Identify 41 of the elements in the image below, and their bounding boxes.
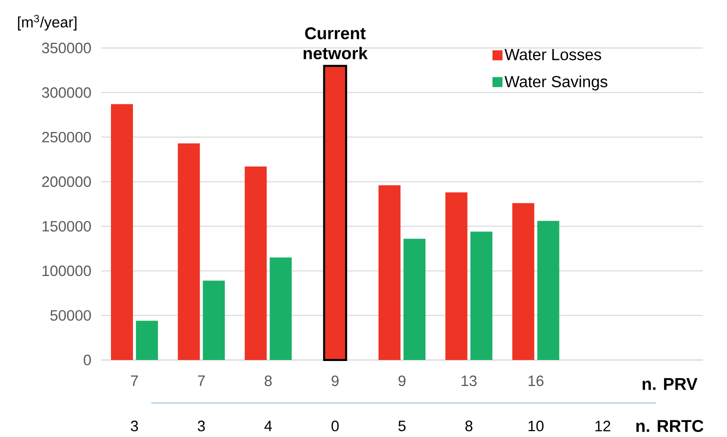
bar <box>404 238 426 360</box>
x-tick-label: 16 <box>528 376 544 386</box>
x-tick-label: 9 <box>332 376 339 386</box>
text: 12 <box>595 420 610 432</box>
y-tick-label: 100000 <box>42 266 91 276</box>
text: 4 <box>264 420 272 432</box>
y-tick-label: 200000 <box>42 176 91 188</box>
bar <box>202 280 225 360</box>
text: 8 <box>465 420 472 432</box>
x-tick-label: 13 <box>462 376 477 386</box>
x-tick-label: 8 <box>264 376 272 386</box>
bar <box>110 104 133 360</box>
bar <box>512 203 534 360</box>
annotation: Current network <box>304 27 368 60</box>
y-tick-label: 150000 <box>42 220 91 232</box>
text: 3 <box>130 420 138 432</box>
bar <box>136 320 158 360</box>
x-tick-label: 7 <box>198 376 205 386</box>
legend-label: Water Savings <box>504 76 608 90</box>
text: 5 <box>398 420 406 432</box>
legend-label: Water Losses <box>504 49 602 60</box>
y-tick-label: 250000 <box>42 132 91 142</box>
y-tick-label: 300000 <box>42 87 91 98</box>
bar <box>537 220 560 360</box>
x-axis-title: n. PRV <box>642 378 698 390</box>
text: n. RRTC <box>636 420 704 432</box>
text: 10 <box>528 420 544 432</box>
bar <box>244 166 267 360</box>
bar <box>470 232 492 360</box>
y-tick-label: 50000 <box>50 310 91 321</box>
y-tick-label: 0 <box>84 354 91 366</box>
y-axis-title: [m$^{3}$/year] <box>18 14 76 30</box>
bar <box>270 257 292 360</box>
x-tick-label: 7 <box>131 376 138 386</box>
bar <box>378 185 401 360</box>
text: 3 <box>198 420 205 432</box>
bar <box>445 192 468 360</box>
text: 0 <box>332 420 339 432</box>
y-tick-label: 350000 <box>42 42 91 54</box>
x-tick-label: 9 <box>398 376 406 386</box>
bar <box>178 143 200 360</box>
